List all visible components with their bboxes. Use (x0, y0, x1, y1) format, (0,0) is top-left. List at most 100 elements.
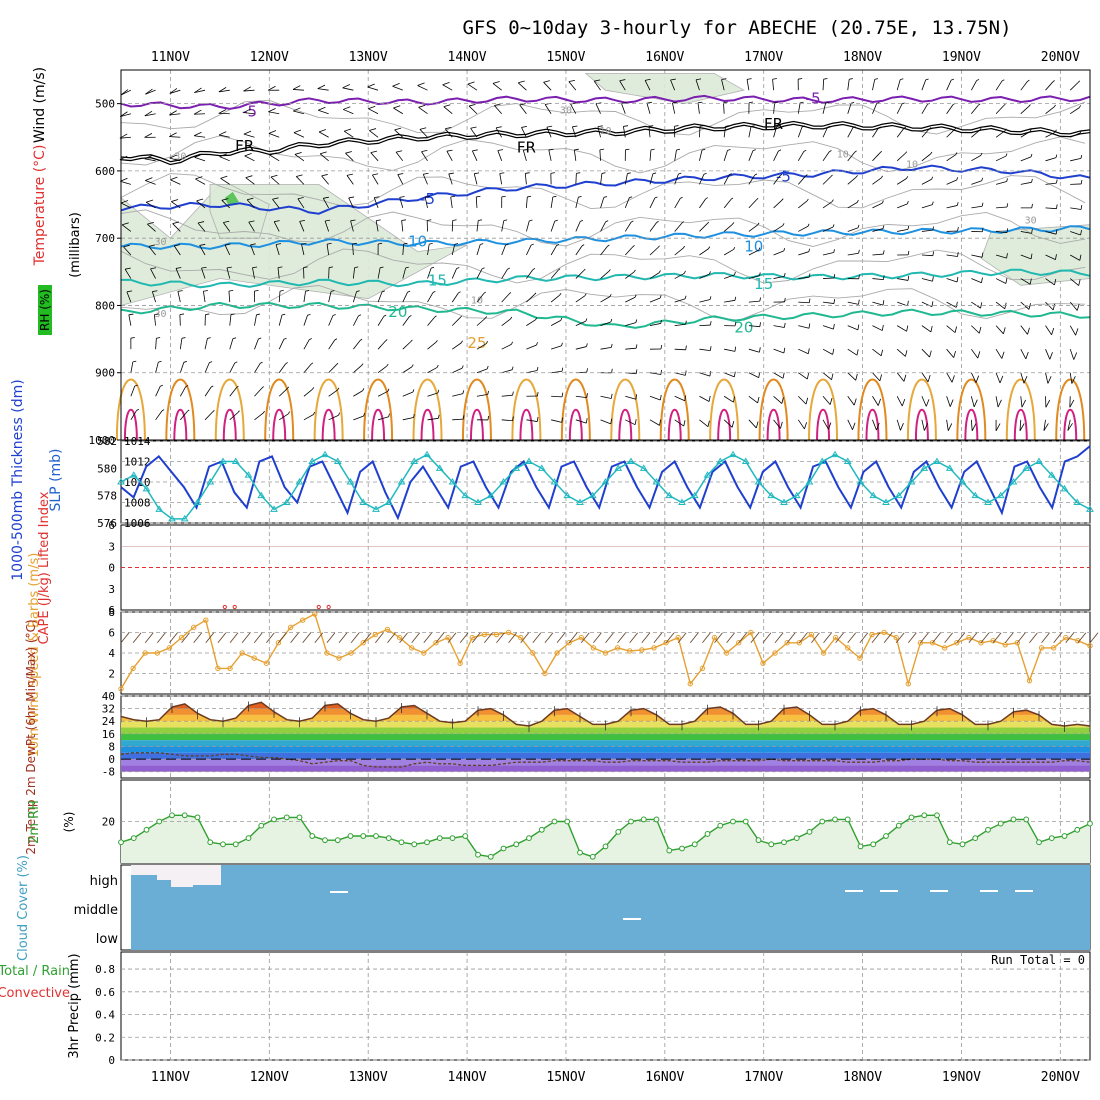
wind-speed-point (881, 629, 887, 636)
wind-barb (407, 290, 411, 293)
wind-barb (575, 173, 577, 185)
wind-barb (689, 632, 699, 644)
wind-barb (375, 220, 379, 232)
wind-barb (847, 127, 854, 138)
wind-barb (326, 244, 330, 256)
wind-barb (699, 198, 706, 209)
wind-barb (155, 361, 159, 373)
contour-label: -5 (242, 103, 257, 121)
wind-barb (946, 80, 952, 91)
wind-barb (684, 295, 687, 299)
wind-speed-point (941, 645, 948, 651)
thickness-point (1060, 484, 1069, 492)
wind-barb (193, 632, 203, 644)
rh-isoline-label: 30 (155, 309, 167, 320)
wind-barb (1069, 349, 1075, 360)
wind-barb (932, 276, 934, 282)
wind-barb (980, 152, 983, 156)
rh-point (1048, 835, 1055, 841)
wind-barb (369, 130, 379, 138)
cloud-gap (171, 865, 193, 887)
wind-barb (827, 125, 831, 128)
wind-barb (1020, 372, 1025, 384)
wind-barb (946, 419, 949, 431)
wind-barb (630, 220, 634, 223)
wind-barb (674, 348, 686, 351)
wind-barb (119, 159, 131, 162)
wind-barb (354, 266, 359, 269)
wind-barb (674, 395, 685, 402)
wind-barb (721, 79, 725, 91)
wind-barb (403, 242, 408, 245)
wind-barb (1079, 254, 1082, 261)
wind-barb (672, 102, 676, 114)
wind-barb (971, 104, 979, 114)
wind-barb (798, 225, 809, 232)
wind-barb (395, 151, 404, 162)
thickness-point (333, 457, 342, 464)
wind-barb (971, 254, 983, 258)
temperature-contour (717, 408, 732, 441)
temperature-contour (264, 378, 295, 441)
wind-barb (670, 79, 676, 91)
wind-speed-point (421, 650, 427, 656)
wind-barb (427, 219, 432, 221)
temp-color-band (121, 714, 1090, 722)
wind-barb (649, 323, 661, 327)
wind-barb (336, 362, 339, 366)
wind-speed-point (748, 629, 754, 636)
thickness-point (716, 457, 725, 464)
temp-tick-label: -8 (102, 766, 115, 779)
wind-barb (468, 103, 476, 107)
wind-barb (872, 253, 884, 256)
wind-barb (872, 419, 877, 431)
wind-barb (681, 221, 684, 224)
thickness-point (703, 471, 712, 478)
wind-barb (576, 172, 581, 174)
wind-barb (507, 267, 510, 270)
temperature-contour (511, 378, 542, 441)
wind-barb (723, 249, 734, 256)
wind-barb (599, 149, 601, 161)
wind-barb (879, 374, 883, 381)
wind-barb (217, 632, 227, 644)
thickness-point (958, 478, 967, 485)
wind-barb (568, 81, 577, 91)
wind-barb (900, 423, 904, 431)
temperature-contour (173, 408, 188, 441)
rh-point (628, 818, 634, 825)
wind-barb (623, 126, 626, 138)
wind-barb (903, 126, 907, 129)
wind-barb (230, 313, 235, 316)
wind-barb (367, 83, 375, 88)
wind-barb (871, 632, 881, 644)
thickness-point (907, 478, 916, 485)
wind-barb (629, 632, 639, 644)
wind-barb (895, 632, 905, 644)
wind-barb (995, 278, 1007, 284)
wind-barb (907, 275, 910, 281)
wind-barb (243, 108, 252, 113)
wind-barb (759, 272, 761, 276)
wind-barb (223, 220, 230, 223)
wind-barb (822, 176, 832, 185)
thickness-point (665, 491, 674, 499)
wind-barb (881, 325, 884, 331)
wind-barb (343, 109, 354, 115)
wind-speed-point (784, 640, 790, 646)
wind-barb (699, 419, 709, 428)
wind-barb (674, 149, 677, 161)
wind-barb (254, 289, 259, 292)
temperature-contour (272, 408, 287, 441)
wind-barb (169, 154, 178, 159)
wind-barb (772, 79, 774, 91)
wind-barb (1078, 279, 1081, 286)
wind-barb (544, 632, 554, 644)
wind-barb (995, 130, 1006, 138)
wind-barb (756, 197, 759, 201)
wind-barb (772, 78, 777, 80)
wind-barb (600, 346, 612, 350)
wind-barb (377, 340, 386, 350)
